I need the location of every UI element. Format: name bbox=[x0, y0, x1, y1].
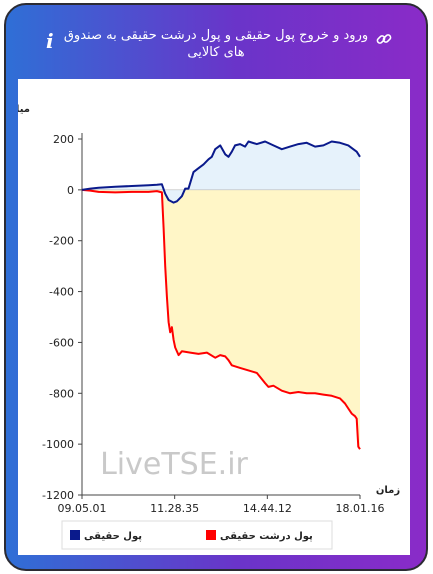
series-area-1 bbox=[82, 189, 360, 450]
y-tick-label: -1200 bbox=[42, 489, 74, 502]
x-tick-label: 11.28.35 bbox=[150, 502, 199, 515]
y-tick-label: -1000 bbox=[42, 438, 74, 451]
y-tick-label: 200 bbox=[53, 133, 74, 146]
x-tick-label: 14.44.12 bbox=[243, 502, 292, 515]
y-tick-label: 0 bbox=[67, 184, 74, 197]
legend-label-big-real-money: پول درشت حقیقی bbox=[220, 531, 313, 542]
legend: پول حقیقی پول درشت حقیقی bbox=[61, 520, 333, 550]
watermark: LiveTSE.ir bbox=[100, 447, 248, 482]
x-tick-label: 09.05.01 bbox=[58, 502, 107, 515]
y-tick-label: -400 bbox=[49, 286, 74, 299]
x-tick-label: 18.01.16 bbox=[336, 502, 385, 515]
legend-label-real-money: پول حقیقی bbox=[84, 531, 142, 542]
legend-swatch-real-money bbox=[70, 530, 80, 540]
chart-card: i ورود و خروج پول حقیقی و پول درشت حقیقی… bbox=[4, 3, 428, 571]
y-tick-label: -800 bbox=[49, 387, 74, 400]
x-axis-label: زمان bbox=[376, 485, 400, 496]
y-axis-label: میلیارد تومان bbox=[18, 104, 30, 115]
series-line-0 bbox=[81, 140, 361, 204]
series-line-1 bbox=[81, 188, 361, 450]
info-icon[interactable]: i bbox=[46, 29, 54, 53]
y-tick-label: -200 bbox=[49, 235, 74, 248]
link-icon[interactable] bbox=[376, 31, 392, 47]
y-tick-label: -600 bbox=[49, 336, 74, 349]
header: i ورود و خروج پول حقیقی و پول درشت حقیقی… bbox=[6, 5, 426, 77]
plot-area: 200 0 -200 -400 -600 -800 -1000 -1200 09.05.01 11… bbox=[6, 79, 410, 555]
series-area-0 bbox=[82, 141, 360, 203]
legend-swatch-big-real-money bbox=[206, 530, 216, 540]
chart-title: ورود و خروج پول حقیقی و پول درشت حقیقی ب… bbox=[63, 28, 369, 60]
